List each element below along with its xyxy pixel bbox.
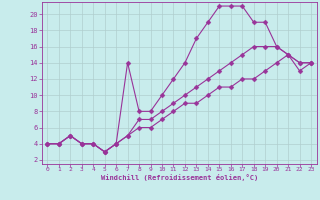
X-axis label: Windchill (Refroidissement éolien,°C): Windchill (Refroidissement éolien,°C) <box>100 174 258 181</box>
